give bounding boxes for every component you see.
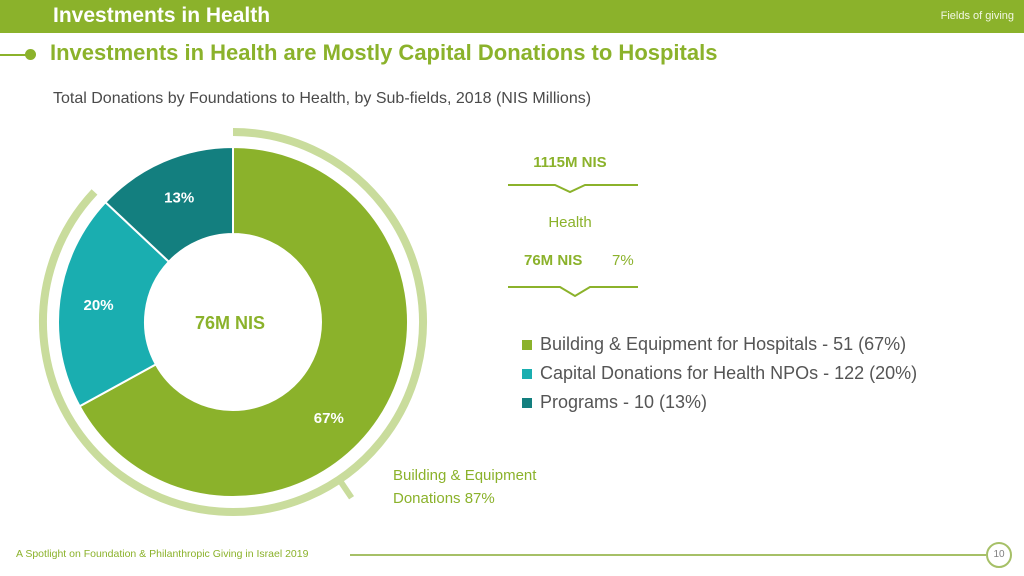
header-bar: Investments in Health Fields of giving xyxy=(0,0,1024,33)
field-percent: 7% xyxy=(612,252,634,269)
bracket-annotation: Building & Equipment Donations 87% xyxy=(393,464,536,510)
section-title: Investments in Health xyxy=(53,4,271,27)
page-headline: Investments in Health are Mostly Capital… xyxy=(50,40,718,65)
donut-slice xyxy=(78,145,409,498)
chevron-down-icon xyxy=(508,286,638,298)
bracket-pointer xyxy=(336,477,355,500)
chart-title: Total Donations by Foundations to Health… xyxy=(53,90,592,107)
bracket-annotation-line2: Donations 87% xyxy=(393,490,495,507)
total-amount: 1115M NIS xyxy=(533,154,607,171)
legend-swatch xyxy=(522,339,532,350)
legend-label: Programs - 10 (13%) xyxy=(540,392,708,412)
legend-label: Building & Equipment for Hospitals - 51 … xyxy=(540,334,907,354)
legend-label: Capital Donations for Health NPOs - 122 … xyxy=(540,363,918,383)
legend-item: Building & Equipment for Hospitals - 51 … xyxy=(522,330,917,359)
bracket-annotation-line1: Building & Equipment xyxy=(393,467,537,484)
chevron-down-icon xyxy=(508,184,638,194)
bracket-arc xyxy=(39,128,427,516)
field-name: Health xyxy=(548,214,592,231)
page-number: 10 xyxy=(986,542,1012,568)
footer-divider xyxy=(350,554,986,556)
footer-text: A Spotlight on Foundation & Philanthropi… xyxy=(16,548,309,560)
donut-center-label: 76M NIS xyxy=(195,313,265,333)
chart-legend: Building & Equipment for Hospitals - 51 … xyxy=(522,330,917,417)
slice-data-label: 67% xyxy=(314,410,344,427)
legend-item: Capital Donations for Health NPOs - 122 … xyxy=(522,359,917,388)
donut-slice xyxy=(57,200,171,408)
headline-row: Investments in Health are Mostly Capital… xyxy=(0,36,1024,72)
legend-item: Programs - 10 (13%) xyxy=(522,388,917,417)
legend-swatch xyxy=(522,397,532,408)
headline-bullet-icon xyxy=(25,49,36,60)
field-amount: 76M NIS xyxy=(524,252,583,269)
slice-data-label: 13% xyxy=(164,190,194,207)
slice-data-label: 20% xyxy=(84,297,114,314)
legend-swatch xyxy=(522,368,532,379)
headline-connector-line xyxy=(0,54,28,56)
donut-slice xyxy=(104,145,234,264)
donut-chart: 67% 20% 13% 76M NIS xyxy=(39,128,427,516)
section-label: Fields of giving xyxy=(940,10,1014,22)
